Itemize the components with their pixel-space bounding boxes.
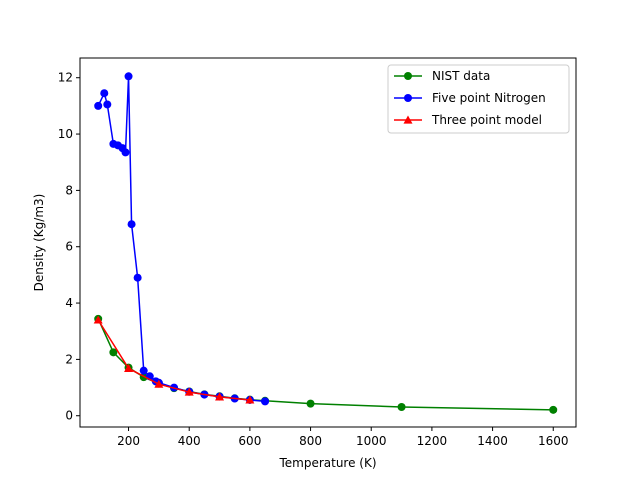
data-point [94, 101, 103, 110]
legend-item: Five point Nitrogen [394, 91, 546, 105]
data-point [215, 392, 225, 401]
legend-marker [403, 115, 413, 124]
data-point [261, 397, 270, 406]
data-point [397, 403, 406, 412]
data-point [154, 379, 164, 388]
legend-box [387, 64, 570, 134]
y-tick-label: 6 [65, 240, 73, 254]
x-tick-label: 1200 [417, 434, 448, 448]
x-tick-label: 600 [238, 434, 261, 448]
legend-label: Three point model [431, 113, 542, 127]
data-point [121, 148, 130, 157]
y-axis: 0 2 4 6 8 10 12 [58, 71, 80, 423]
data-point [124, 363, 134, 373]
plot-area [93, 72, 558, 414]
x-tick-label: 1400 [477, 434, 508, 448]
legend-marker [404, 94, 412, 102]
data-point [184, 387, 194, 396]
x-tick-label: 800 [299, 434, 322, 448]
legend-item: NIST data [394, 69, 490, 83]
data-point [103, 100, 112, 109]
y-tick-label: 8 [65, 183, 73, 197]
series-line [97, 319, 250, 401]
legend-item: Three point model [394, 113, 542, 127]
data-point [124, 72, 133, 81]
axes-frame [79, 57, 577, 428]
y-tick-label: 2 [65, 352, 73, 366]
x-axis: 200 400 600 800 1000 1200 1400 1600 [117, 427, 569, 448]
y-axis-label: Density (Kg/m3) [32, 194, 46, 292]
series-three-point-model [93, 315, 255, 404]
data-point [93, 315, 103, 324]
y-tick-label: 10 [58, 127, 73, 141]
x-tick-label: 1000 [356, 434, 387, 448]
data-point [139, 366, 148, 375]
x-tick-label: 200 [117, 434, 140, 448]
data-point [306, 399, 315, 408]
legend: NIST data Five point Nitrogen Three point … [387, 64, 570, 134]
y-tick-label: 0 [65, 409, 73, 423]
x-tick-label: 400 [178, 434, 201, 448]
legend-label: Five point Nitrogen [432, 91, 546, 105]
x-tick-label: 1600 [538, 434, 569, 448]
data-point [549, 405, 558, 414]
x-axis-label: Temperature (K) [278, 456, 376, 470]
y-tick-label: 12 [58, 71, 73, 85]
legend-marker [404, 72, 412, 80]
data-point [109, 348, 118, 357]
data-point [127, 220, 136, 229]
data-point [100, 89, 109, 98]
legend-label: NIST data [432, 69, 490, 83]
data-point [245, 395, 255, 404]
data-point [133, 273, 142, 282]
y-tick-label: 4 [65, 296, 73, 310]
